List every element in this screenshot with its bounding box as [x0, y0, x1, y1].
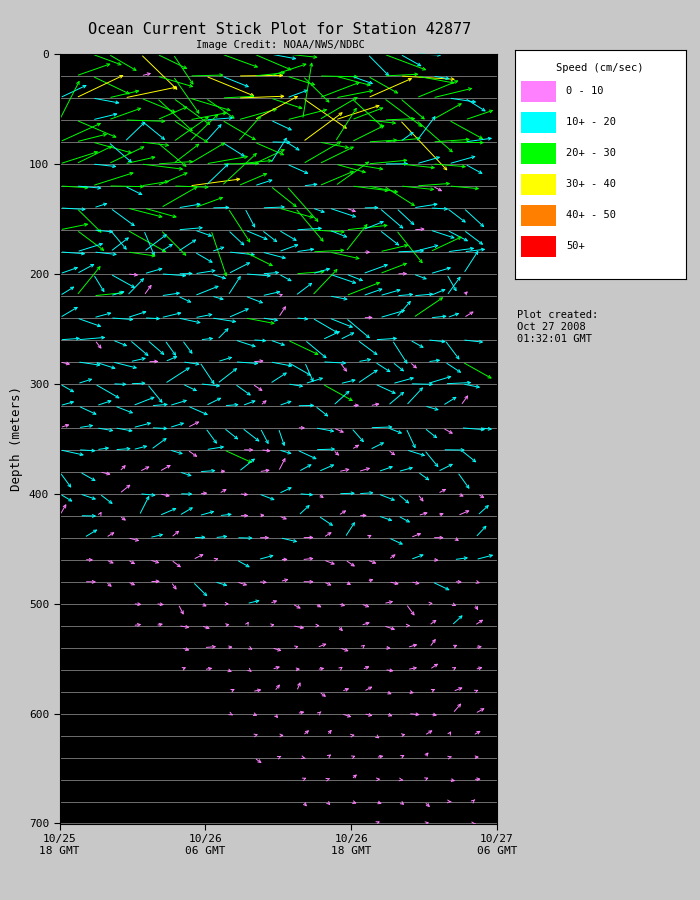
- Bar: [522, 81, 556, 102]
- Bar: [522, 236, 556, 256]
- Text: Image Credit: NOAA/NWS/NDBC: Image Credit: NOAA/NWS/NDBC: [195, 40, 365, 50]
- Text: 50+: 50+: [566, 240, 584, 251]
- Text: 10+ - 20: 10+ - 20: [566, 117, 616, 127]
- Bar: [522, 205, 556, 226]
- Text: 20+ - 30: 20+ - 30: [566, 148, 616, 157]
- Text: 0 - 10: 0 - 10: [566, 86, 603, 95]
- Bar: [522, 174, 556, 194]
- Text: 30+ - 40: 30+ - 40: [566, 179, 616, 189]
- Bar: [522, 143, 556, 164]
- Bar: [522, 112, 556, 133]
- Text: 40+ - 50: 40+ - 50: [566, 210, 616, 220]
- Text: Ocean Current Stick Plot for Station 42877: Ocean Current Stick Plot for Station 428…: [88, 22, 472, 38]
- Y-axis label: Depth (meters): Depth (meters): [10, 386, 23, 491]
- Text: Plot created:
Oct 27 2008
01:32:01 GMT: Plot created: Oct 27 2008 01:32:01 GMT: [517, 310, 598, 344]
- Text: Speed (cm/sec): Speed (cm/sec): [556, 63, 644, 73]
